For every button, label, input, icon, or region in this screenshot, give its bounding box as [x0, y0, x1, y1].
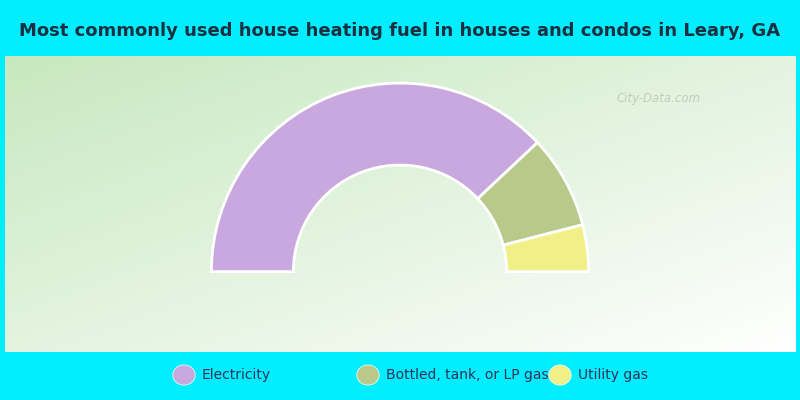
- Text: City-Data.com: City-Data.com: [616, 92, 700, 104]
- Text: Bottled, tank, or LP gas: Bottled, tank, or LP gas: [386, 368, 548, 382]
- Ellipse shape: [173, 365, 195, 385]
- Text: Most commonly used house heating fuel in houses and condos in Leary, GA: Most commonly used house heating fuel in…: [19, 22, 781, 40]
- Wedge shape: [503, 225, 589, 272]
- Ellipse shape: [357, 365, 379, 385]
- Ellipse shape: [549, 365, 571, 385]
- Text: Electricity: Electricity: [202, 368, 270, 382]
- Wedge shape: [211, 83, 538, 272]
- Text: Utility gas: Utility gas: [578, 368, 648, 382]
- Wedge shape: [478, 142, 582, 245]
